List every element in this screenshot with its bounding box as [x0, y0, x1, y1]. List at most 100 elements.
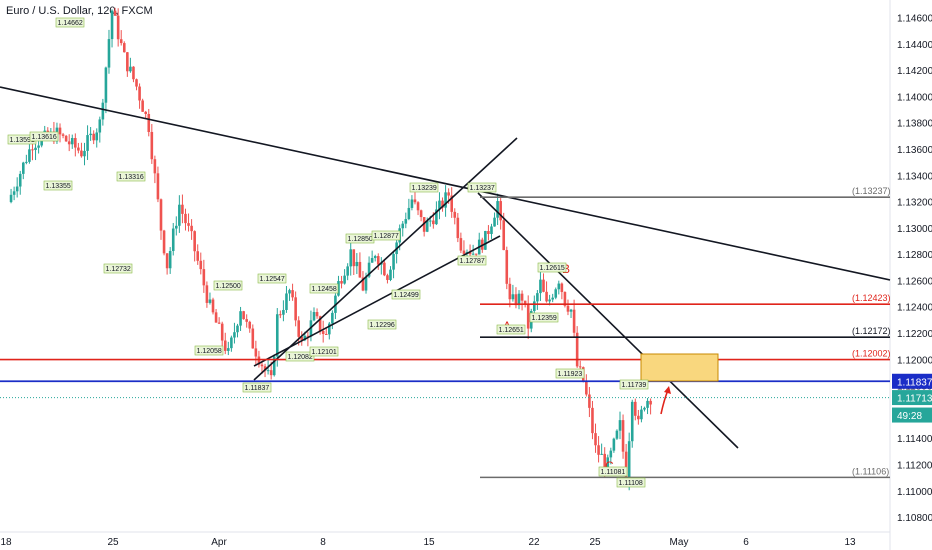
candle-body [58, 127, 62, 135]
y-tick-label: 1.12200 [897, 329, 932, 340]
candle-body [578, 366, 582, 368]
candle-body [18, 173, 22, 187]
candle-body [190, 225, 193, 232]
candle-body [630, 401, 634, 442]
candle-body [110, 10, 114, 40]
candle-body [428, 220, 432, 222]
y-tick-label: 1.14400 [897, 40, 932, 51]
price-label: 1.12082 [288, 354, 313, 361]
candle-body [199, 260, 203, 270]
candle-body [487, 231, 490, 234]
candle-body [640, 409, 643, 420]
candle-body [355, 261, 359, 267]
label-layer: (1.13237) (1.12423) (1.12172) (1.12002) (1.1… [7, 17, 891, 488]
price-label: 1.13355 [46, 183, 71, 190]
level-label: (1.12172) [852, 326, 891, 336]
projection-arrow [660, 389, 669, 415]
price-label: 1.13616 [32, 134, 57, 141]
candle-body [331, 312, 334, 324]
candle-body [196, 251, 200, 261]
candle-body [208, 299, 212, 303]
candle-body [432, 220, 435, 225]
candle-body [175, 225, 178, 229]
target-zone [640, 353, 719, 382]
candle-body [321, 331, 325, 334]
candle-body [184, 213, 187, 224]
candle-body [138, 86, 141, 101]
candle-body [64, 135, 68, 142]
candle-body [294, 297, 297, 321]
candle-body [248, 321, 252, 329]
price-label-box [616, 477, 646, 488]
candle-body [441, 200, 444, 208]
candle-body [490, 226, 493, 234]
candle-body [548, 299, 551, 302]
candle-body [649, 400, 652, 405]
candle-body [34, 147, 37, 150]
candle-body [217, 322, 221, 324]
candle-body [275, 314, 279, 357]
candle-body [597, 445, 600, 455]
downtrend-line [0, 86, 891, 281]
candle-body [318, 316, 322, 332]
candle-body [560, 283, 564, 293]
candle-body [126, 52, 129, 72]
candle-body [444, 192, 447, 208]
candle-body [135, 79, 138, 87]
candle-body [254, 348, 258, 357]
candle-body [178, 204, 181, 226]
price-label-box [194, 345, 224, 356]
candle-body [147, 113, 151, 132]
candle-body [502, 220, 506, 251]
candle-body [266, 370, 270, 372]
price-label-box [309, 346, 339, 357]
candle-body [627, 441, 631, 484]
price-label: 1.13239 [412, 185, 437, 192]
candle-body [493, 217, 496, 227]
candle-body [646, 400, 649, 408]
candle-body [410, 199, 414, 208]
candle-body [98, 119, 102, 133]
candle-body [404, 219, 408, 224]
candle-body [156, 173, 160, 200]
candle-body [181, 204, 184, 214]
candle-body [162, 230, 166, 254]
candle-body [520, 293, 524, 301]
candle-body [533, 301, 536, 312]
candle-body [468, 252, 472, 255]
candle-body [168, 251, 172, 269]
candle-body [230, 337, 233, 349]
x-tick-label: 18 [0, 537, 12, 548]
candle-body [25, 161, 28, 163]
candle-body [588, 394, 591, 408]
candle-body [80, 150, 83, 157]
candle-body [74, 138, 77, 148]
candle-body [536, 293, 539, 302]
candle-body [591, 407, 594, 434]
candle-body [456, 217, 460, 239]
candle-body [542, 279, 545, 292]
candle-body [349, 249, 353, 267]
x-tick-label: 22 [528, 537, 540, 548]
candle-body [474, 253, 478, 255]
price-label-box [367, 319, 397, 330]
price-label: 1.12615 [540, 265, 565, 272]
candle-body [572, 309, 576, 333]
candle-body [438, 200, 441, 210]
price-tag-box [892, 373, 932, 389]
candle-body [376, 256, 380, 265]
candle-body [89, 133, 92, 136]
candle-body [364, 276, 368, 291]
candle-body [233, 332, 236, 338]
y-tick-label: 1.10800 [897, 513, 932, 524]
candle-body [575, 332, 579, 367]
candle-body [193, 231, 196, 252]
x-tick-label: 6 [743, 537, 749, 548]
x-tick-label: May [670, 537, 689, 548]
price-label-box [371, 230, 401, 241]
price-label: 1.11923 [558, 371, 583, 378]
level-label: (1.12423) [852, 293, 891, 303]
candle-body [239, 311, 242, 326]
candle-body [279, 314, 282, 316]
